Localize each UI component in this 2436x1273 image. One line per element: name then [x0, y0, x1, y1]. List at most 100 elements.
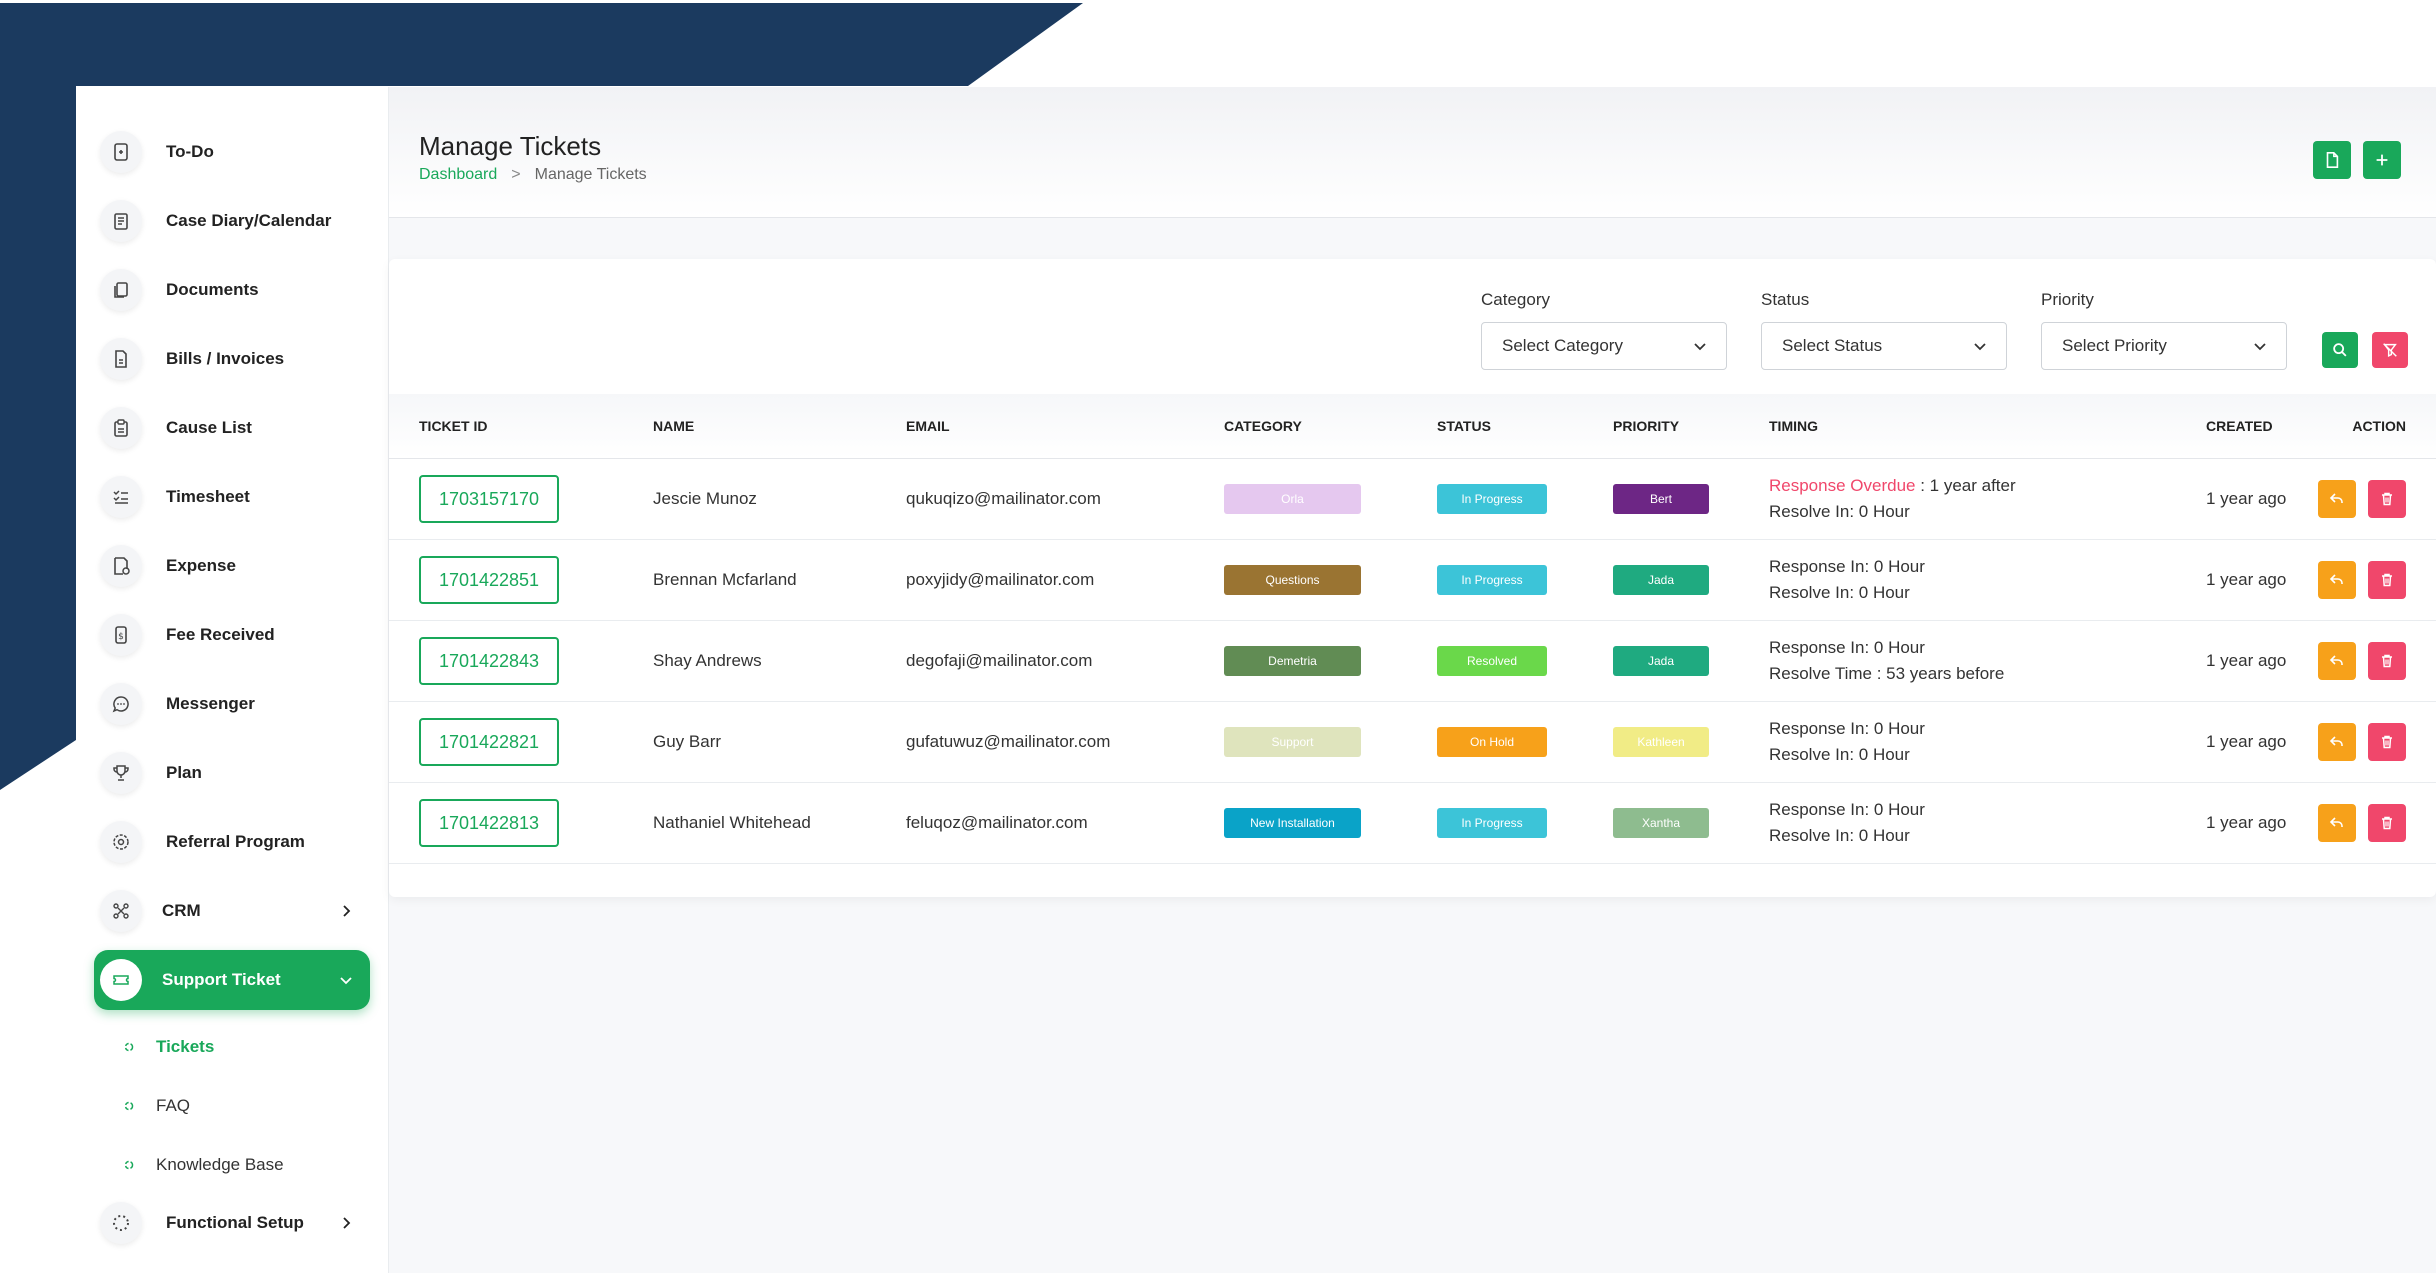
sidebar-item-label: Timesheet — [166, 487, 250, 506]
sidebar-subitem-knowledge-base[interactable]: Knowledge Base — [124, 1150, 284, 1180]
category-select-value: Select Category — [1502, 336, 1623, 355]
export-button[interactable] — [2313, 141, 2351, 179]
delete-button[interactable] — [2368, 480, 2406, 518]
category-cell: Orla — [1224, 459, 1361, 539]
delete-button[interactable] — [2368, 561, 2406, 599]
clear-filter-button[interactable] — [2372, 332, 2408, 368]
calendar-icon — [100, 200, 142, 242]
sidebar-item-cause-list[interactable]: Cause List — [94, 398, 370, 458]
sidebar-item-label: Case Diary/Calendar — [166, 211, 332, 230]
list-check-icon — [100, 476, 142, 518]
reply-icon — [2329, 493, 2343, 503]
ticket-id-cell: 1701422821 — [419, 702, 559, 782]
timing-response: Response Overdue : 1 year after — [1769, 473, 2016, 499]
delete-button[interactable] — [2368, 642, 2406, 680]
delete-button[interactable] — [2368, 804, 2406, 842]
bullet-icon — [124, 1160, 134, 1170]
sidebar-item-plan[interactable]: Plan — [94, 743, 370, 803]
status-cell: On Hold — [1437, 702, 1547, 782]
status-cell: Resolved — [1437, 621, 1547, 701]
category-select[interactable]: Select Category — [1481, 322, 1727, 370]
breadcrumb-dashboard-link[interactable]: Dashboard — [419, 166, 498, 183]
ticket-id-cell: 1701422843 — [419, 621, 559, 701]
tickets-table: TICKET ID NAME EMAIL CATEGORY STATUS PRI… — [389, 394, 2436, 864]
sidebar-item-timesheet[interactable]: Timesheet — [94, 467, 370, 527]
sidebar-item-todo[interactable]: To-Do — [94, 122, 370, 182]
category-cell: Support — [1224, 702, 1361, 782]
sidebar-subitem-tickets[interactable]: Tickets — [124, 1032, 214, 1062]
ticket-id-link[interactable]: 1701422813 — [419, 799, 559, 847]
reply-button[interactable] — [2318, 723, 2356, 761]
crm-icon — [100, 890, 142, 932]
column-header: NAME — [653, 418, 695, 434]
sidebar-item-support-ticket[interactable]: Support Ticket — [94, 950, 370, 1010]
status-cell: In Progress — [1437, 459, 1547, 539]
sidebar-item-bills[interactable]: Bills / Invoices — [94, 329, 370, 389]
status-filter-label: Status — [1761, 290, 1810, 309]
sidebar-item-fee-received[interactable]: $ Fee Received — [94, 605, 370, 665]
timing-response: Response In: 0 Hour — [1769, 554, 1925, 580]
ticket-email: feluqoz@mailinator.com — [906, 813, 1088, 832]
status-cell: In Progress — [1437, 783, 1547, 863]
reply-button[interactable] — [2318, 804, 2356, 842]
table-row: 1701422821 Guy Barr gufatuwuz@mailinator… — [389, 702, 2436, 783]
delete-button[interactable] — [2368, 723, 2406, 761]
search-button[interactable] — [2322, 332, 2358, 368]
trash-icon — [2382, 816, 2392, 830]
ticket-id-link[interactable]: 1701422843 — [419, 637, 559, 685]
column-header: STATUS — [1437, 418, 1491, 434]
status-badge: In Progress — [1437, 808, 1547, 838]
table-row: 1701422851 Brennan Mcfarland poxyjidy@ma… — [389, 540, 2436, 621]
status-select[interactable]: Select Status — [1761, 322, 2007, 370]
priority-select[interactable]: Select Priority — [2041, 322, 2287, 370]
ticket-id-link[interactable]: 1701422851 — [419, 556, 559, 604]
timing-resolve: Resolve In: 0 Hour — [1769, 583, 1910, 602]
priority-cell: Jada — [1613, 621, 1709, 701]
sidebar-item-referral[interactable]: Referral Program — [94, 812, 370, 872]
plus-icon — [2376, 154, 2388, 166]
reply-button[interactable] — [2318, 642, 2356, 680]
documents-icon — [100, 269, 142, 311]
reply-icon — [2329, 817, 2343, 827]
response-overdue-label: Response Overdue — [1769, 476, 1916, 495]
ticket-id-cell: 1701422813 — [419, 783, 559, 863]
sidebar-subitem-label: FAQ — [156, 1096, 191, 1115]
ticket-created: 1 year ago — [2206, 732, 2287, 751]
invoice-icon — [100, 338, 142, 380]
ticket-created: 1 year ago — [2206, 570, 2287, 589]
sidebar-subitem-faq[interactable]: FAQ — [124, 1091, 190, 1121]
chevron-right-icon — [343, 1217, 351, 1229]
timing-response: Response In: 0 Hour — [1769, 797, 1925, 823]
reply-button[interactable] — [2318, 561, 2356, 599]
sidebar-item-documents[interactable]: Documents — [94, 260, 370, 320]
ticket-email: gufatuwuz@mailinator.com — [906, 732, 1111, 751]
ticket-id-link[interactable]: 1703157170 — [419, 475, 559, 523]
trash-icon — [2382, 492, 2392, 506]
column-header: CATEGORY — [1224, 418, 1302, 434]
sidebar-item-messenger[interactable]: Messenger — [94, 674, 370, 734]
breadcrumb: Dashboard > Manage Tickets — [419, 166, 647, 184]
priority-badge: Jada — [1613, 646, 1709, 676]
sidebar-item-case-diary[interactable]: Case Diary/Calendar — [94, 191, 370, 251]
bullet-icon — [124, 1042, 134, 1052]
action-cell — [2318, 702, 2406, 782]
create-ticket-button[interactable] — [2363, 141, 2401, 179]
sidebar-item-crm[interactable]: CRM — [94, 881, 370, 941]
sidebar-item-expense[interactable]: Expense — [94, 536, 370, 596]
sidebar-item-label: To-Do — [166, 142, 214, 161]
column-header: CREATED — [2206, 418, 2273, 434]
ticket-created: 1 year ago — [2206, 489, 2287, 508]
ticket-id-link[interactable]: 1701422821 — [419, 718, 559, 766]
category-filter-label: Category — [1481, 290, 1550, 309]
category-badge: Demetria — [1224, 646, 1361, 676]
priority-cell: Kathleen — [1613, 702, 1709, 782]
sidebar-item-label: Messenger — [166, 694, 255, 713]
action-cell — [2318, 783, 2406, 863]
response-timing-text: : 1 year after — [1915, 476, 2016, 495]
clear-filter-icon — [2383, 343, 2397, 358]
priority-badge: Xantha — [1613, 808, 1709, 838]
timing-response: Response In: 0 Hour — [1769, 635, 1925, 661]
sidebar-item-functional-setup[interactable]: Functional Setup — [94, 1193, 370, 1253]
breadcrumb-current: Manage Tickets — [534, 166, 647, 183]
reply-button[interactable] — [2318, 480, 2356, 518]
